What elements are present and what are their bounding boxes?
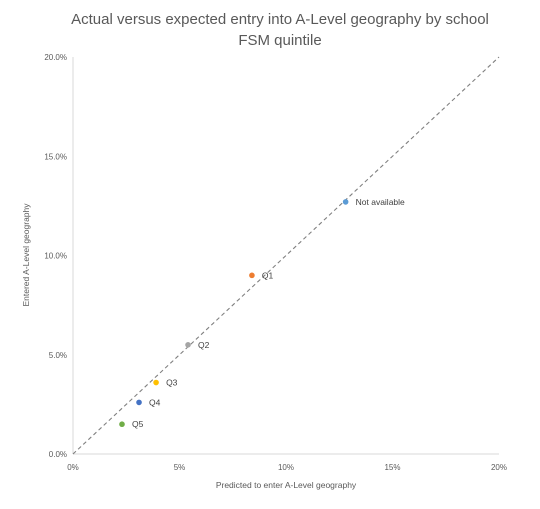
data-point (249, 272, 255, 279)
data-label: Q2 (198, 340, 210, 350)
x-tick-label: 5% (174, 463, 186, 472)
reference-line-layer (72, 56, 500, 455)
y-axis-title: Entered A-Level geography (21, 203, 31, 307)
data-point (119, 421, 125, 428)
chart-title-line-1: Actual versus expected entry into A-Leve… (71, 11, 489, 28)
x-tick-label: 10% (278, 463, 294, 472)
data-label: Q5 (132, 419, 144, 429)
x-tick-label: 20% (491, 463, 507, 472)
y-tick-label: 0.0% (49, 450, 67, 459)
y-tick-label: 20.0% (44, 53, 67, 62)
data-label: Q3 (166, 378, 178, 388)
y-tick-label: 15.0% (44, 152, 67, 161)
data-label: Q4 (149, 397, 161, 407)
axes: 0% 5% 10% 15% 20% 0.0% 5.0% 10.0% 15.0% 20.0% (44, 53, 507, 472)
x-tick-label: 0% (67, 463, 79, 472)
y-tick-label: 10.0% (44, 252, 67, 261)
y-tick-label: 5.0% (49, 351, 67, 360)
data-point (342, 199, 349, 205)
data-point (136, 399, 142, 406)
data-point (185, 342, 191, 348)
reference-line (72, 56, 500, 455)
chart-title: Actual versus expected entry into A-Leve… (40, 9, 520, 51)
chart-title-line-2: FSM quintile (238, 32, 322, 49)
data-point (153, 379, 159, 386)
x-axis-title: Predicted to enter A-Level geography (216, 480, 357, 490)
points-layer: Not available Q1 Q2 Q3 Q4 Q5 (119, 197, 405, 429)
data-label: Not available (356, 197, 405, 207)
data-label: Q1 (262, 270, 274, 280)
x-tick-label: 15% (384, 463, 400, 472)
